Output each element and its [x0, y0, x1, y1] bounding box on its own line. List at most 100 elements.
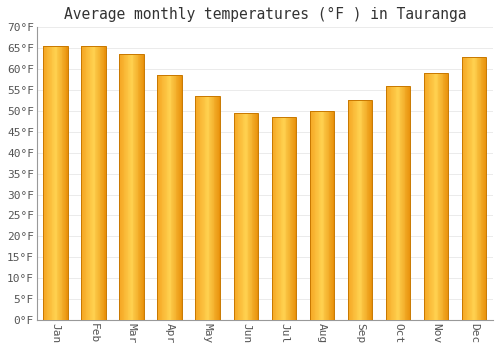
Bar [406, 86, 407, 320]
Bar [248, 113, 249, 320]
Bar [131, 55, 132, 320]
Bar [432, 73, 434, 320]
Bar [386, 86, 388, 320]
Bar [138, 55, 139, 320]
Bar [437, 73, 438, 320]
Bar [250, 113, 251, 320]
Bar [66, 46, 68, 320]
Bar [470, 57, 472, 320]
Bar [348, 100, 349, 320]
Bar [399, 86, 400, 320]
Bar [355, 100, 356, 320]
Bar [475, 57, 476, 320]
Bar [252, 113, 254, 320]
Bar [196, 96, 197, 320]
Bar [323, 111, 324, 320]
Bar [175, 75, 176, 320]
Bar [58, 46, 59, 320]
Bar [483, 57, 484, 320]
Bar [352, 100, 354, 320]
Bar [351, 100, 352, 320]
Title: Average monthly temperatures (°F ) in Tauranga: Average monthly temperatures (°F ) in Ta… [64, 7, 466, 22]
Bar [332, 111, 334, 320]
Bar [45, 46, 46, 320]
Bar [330, 111, 331, 320]
Bar [276, 117, 278, 320]
Bar [165, 75, 166, 320]
Bar [234, 113, 258, 320]
Bar [279, 117, 280, 320]
Bar [216, 96, 217, 320]
Bar [65, 46, 66, 320]
Bar [462, 57, 464, 320]
Bar [354, 100, 355, 320]
Bar [122, 55, 124, 320]
Bar [397, 86, 398, 320]
Bar [442, 73, 444, 320]
Bar [44, 46, 45, 320]
Bar [64, 46, 65, 320]
Bar [424, 73, 426, 320]
Bar [208, 96, 210, 320]
Bar [236, 113, 237, 320]
Bar [199, 96, 200, 320]
Bar [139, 55, 140, 320]
Bar [275, 117, 276, 320]
Bar [207, 96, 208, 320]
Bar [468, 57, 469, 320]
Bar [312, 111, 313, 320]
Bar [212, 96, 213, 320]
Bar [286, 117, 287, 320]
Bar [97, 46, 98, 320]
Bar [469, 57, 470, 320]
Bar [325, 111, 326, 320]
Bar [369, 100, 370, 320]
Bar [366, 100, 368, 320]
Bar [256, 113, 258, 320]
Bar [84, 46, 86, 320]
Bar [388, 86, 389, 320]
Bar [407, 86, 408, 320]
Bar [386, 86, 410, 320]
Bar [56, 46, 58, 320]
Bar [142, 55, 144, 320]
Bar [327, 111, 328, 320]
Bar [211, 96, 212, 320]
Bar [365, 100, 366, 320]
Bar [121, 55, 122, 320]
Bar [400, 86, 402, 320]
Bar [249, 113, 250, 320]
Bar [218, 96, 220, 320]
Bar [292, 117, 293, 320]
Bar [245, 113, 246, 320]
Bar [484, 57, 485, 320]
Bar [290, 117, 292, 320]
Bar [206, 96, 207, 320]
Bar [272, 117, 296, 320]
Bar [426, 73, 427, 320]
Bar [255, 113, 256, 320]
Bar [86, 46, 87, 320]
Bar [202, 96, 203, 320]
Bar [62, 46, 63, 320]
Bar [280, 117, 281, 320]
Bar [49, 46, 50, 320]
Bar [278, 117, 279, 320]
Bar [63, 46, 64, 320]
Bar [284, 117, 286, 320]
Bar [466, 57, 468, 320]
Bar [288, 117, 289, 320]
Bar [234, 113, 235, 320]
Bar [204, 96, 206, 320]
Bar [164, 75, 165, 320]
Bar [44, 46, 68, 320]
Bar [127, 55, 128, 320]
Bar [438, 73, 440, 320]
Bar [235, 113, 236, 320]
Bar [238, 113, 240, 320]
Bar [136, 55, 138, 320]
Bar [331, 111, 332, 320]
Bar [294, 117, 296, 320]
Bar [54, 46, 55, 320]
Bar [134, 55, 135, 320]
